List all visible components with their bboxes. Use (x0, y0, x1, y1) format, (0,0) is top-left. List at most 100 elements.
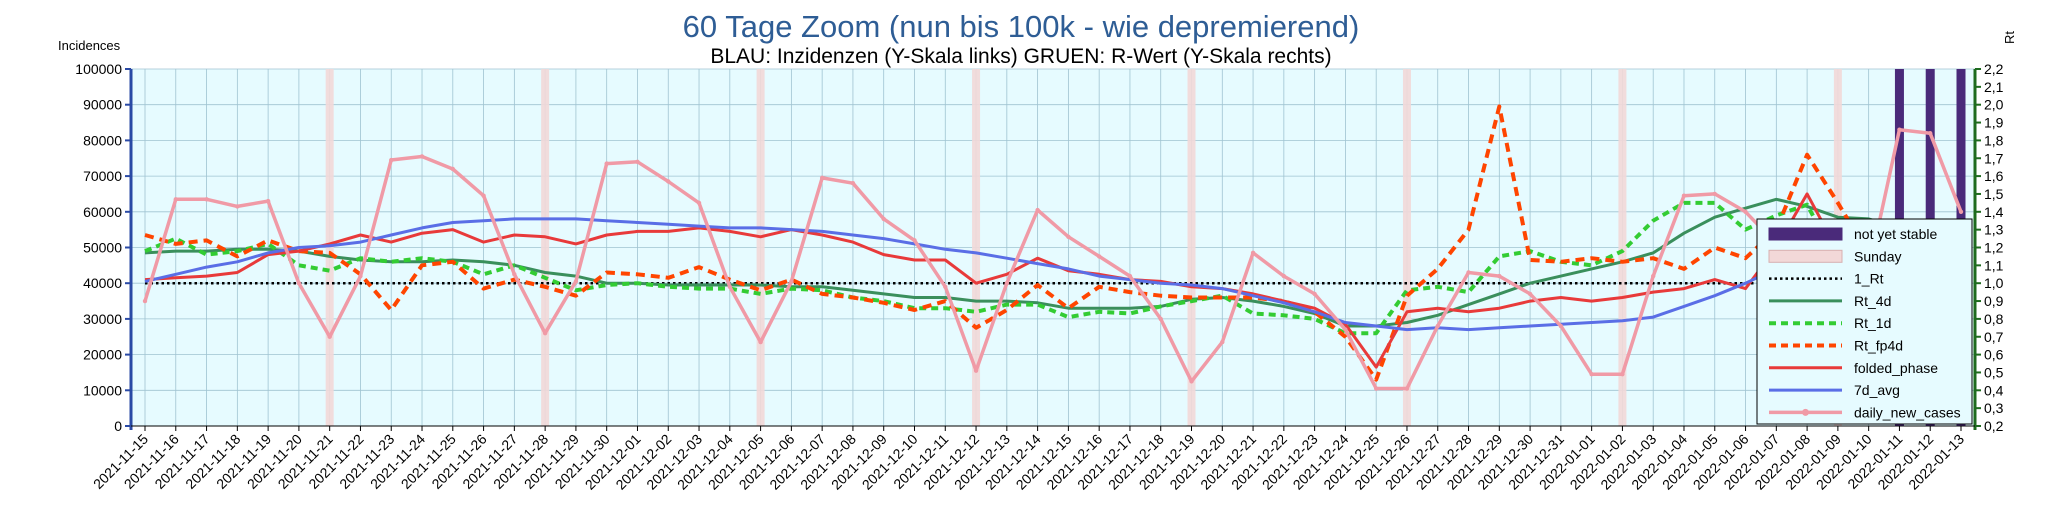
legend-label: Rt_4d (1854, 293, 1891, 309)
data-point (1558, 323, 1564, 329)
y-tick-label-right: 1,1 (1984, 257, 2004, 273)
data-point (1220, 339, 1225, 345)
data-point (1620, 372, 1625, 377)
legend-label: folded_phase (1854, 360, 1938, 376)
y-tick-label-right: 1,8 (1984, 132, 2004, 148)
data-point (1373, 386, 1379, 391)
data-point (1066, 234, 1071, 239)
y-tick-label-right: 2,0 (1984, 97, 2004, 113)
plot-area: 0 10000 20000 30000 40000 50000 60000 70000 8000… (75, 61, 2003, 493)
y-tick-label-right: 0,4 (1984, 382, 2004, 398)
legend-label: not yet stable (1854, 226, 1937, 242)
y-tick-label-right: 1,9 (1984, 115, 2004, 131)
legend-label: Sunday (1854, 248, 1901, 264)
data-point (296, 281, 302, 286)
sunday-band (972, 69, 981, 426)
data-point (1096, 254, 1102, 259)
data-point (142, 298, 148, 304)
data-point (1343, 327, 1348, 332)
data-point (1281, 273, 1287, 279)
data-point (1004, 281, 1010, 286)
y-tick-label-right: 1,5 (1984, 186, 2004, 202)
data-point (819, 175, 825, 181)
data-point (973, 368, 979, 373)
y-tick-label-right: 0,8 (1984, 311, 2004, 327)
data-point (204, 197, 209, 202)
data-point (265, 198, 271, 204)
chart-title: 60 Tage Zoom (nun bis 100k - wie depremi… (683, 9, 1360, 44)
y-tick-label-right: 1,4 (1984, 204, 2004, 220)
series-line-7d_avg (144, 217, 1961, 332)
y-tick-label-right: 0,7 (1984, 329, 2004, 345)
data-point (1435, 323, 1440, 329)
data-point (389, 157, 394, 163)
data-point (542, 330, 548, 336)
legend-swatch (1768, 249, 1843, 263)
y-tick-label-right: 1,7 (1984, 150, 2004, 166)
data-point (419, 154, 425, 159)
y-tick-label-left: 100000 (75, 61, 122, 77)
legend-label: 1_Rt (1854, 271, 1884, 287)
series-line-daily_new_cases (143, 127, 1963, 391)
y-tick-label-right: 0,5 (1984, 364, 2004, 380)
data-point (604, 161, 609, 166)
y-tick-label-right: 1,6 (1984, 168, 2004, 184)
data-point (1466, 270, 1471, 275)
data-point (1497, 273, 1502, 279)
y-tick-label-left: 40000 (83, 275, 122, 291)
y-tick-label-right: 0,6 (1984, 347, 2004, 363)
y-tick-label-left: 90000 (83, 97, 122, 113)
y-tick-label-left: 80000 (83, 132, 122, 148)
y-tick-label-left: 0 (114, 418, 122, 434)
data-point (912, 238, 917, 243)
chart-subtitle: BLAU: Inzidenzen (Y-Skala links) GRUEN: … (710, 45, 1331, 68)
data-point (1527, 291, 1533, 297)
data-point (666, 179, 671, 184)
data-point (1312, 291, 1317, 297)
y-tick-label-left: 20000 (83, 347, 122, 363)
legend-swatch (1768, 227, 1843, 241)
y-tick-label-left: 70000 (83, 168, 122, 184)
data-point (696, 200, 702, 206)
sunday-band (1618, 69, 1627, 426)
sunday-band (1187, 69, 1196, 426)
series-line-Rt_1d (144, 200, 1963, 336)
data-point (1589, 372, 1594, 377)
legend-label: Rt_1d (1854, 315, 1891, 331)
data-point (758, 339, 763, 345)
data-point (173, 197, 178, 202)
sunday-band (756, 69, 765, 426)
y-tick-label-right: 2,2 (1984, 61, 2004, 77)
series-line-Rt_4d (144, 197, 1962, 328)
data-point (1651, 273, 1656, 279)
y-tick-label-right: 1,0 (1984, 275, 2004, 291)
legend-label: 7d_avg (1854, 382, 1900, 398)
y-tick-label-right: 2,1 (1984, 79, 2004, 95)
data-point (881, 216, 886, 222)
y-tick-label-right: 1,3 (1984, 222, 2004, 238)
data-point (512, 272, 517, 277)
data-point (1035, 207, 1040, 213)
data-point (450, 166, 455, 172)
sunday-band (1402, 69, 1411, 426)
legend-label: Rt_fp4d (1854, 338, 1903, 354)
sunday-band (541, 69, 550, 426)
y-tick-label-left: 50000 (83, 240, 122, 256)
data-point (1189, 379, 1194, 384)
data-point (1897, 127, 1902, 132)
y-tick-label-right: 0,2 (1984, 418, 2004, 434)
data-point (1928, 131, 1933, 136)
data-point (789, 279, 794, 284)
data-point (850, 181, 856, 186)
y-tick-label-left: 60000 (83, 204, 122, 220)
data-point (1958, 209, 1964, 214)
data-point (727, 284, 733, 289)
y-tick-label-right: 1,2 (1984, 240, 2004, 256)
data-point (943, 284, 948, 289)
series-line-folded_phase (144, 192, 1962, 369)
y-tick-label-left: 30000 (83, 311, 122, 327)
data-point (1743, 209, 1748, 214)
y-axis-left-label: Incidences (58, 38, 121, 53)
y-tick-label-right: 0,3 (1984, 400, 2004, 416)
